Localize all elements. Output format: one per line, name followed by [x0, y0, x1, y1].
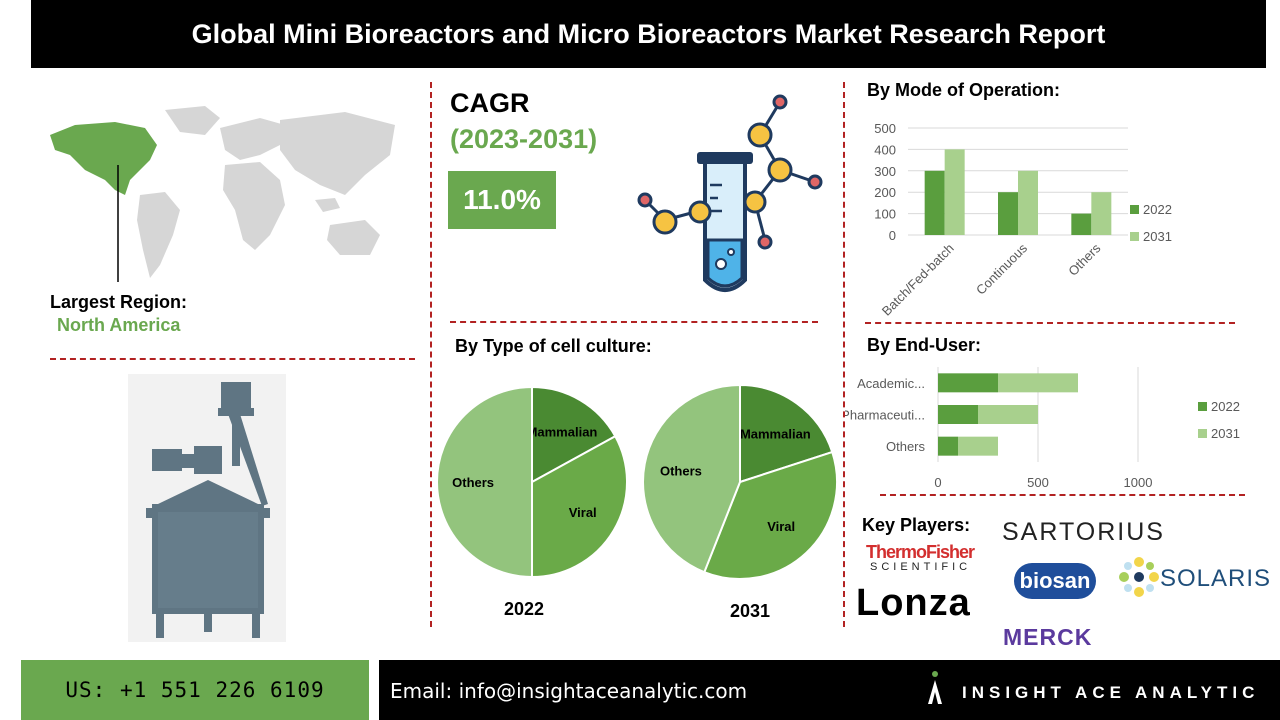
pie-label: Viral — [569, 505, 597, 520]
pie-slice — [531, 434, 628, 579]
pie-label: Mammalian — [527, 424, 598, 439]
bar-2022 — [924, 170, 945, 235]
x-tick-label: Others — [1065, 240, 1104, 279]
bar-2022 — [938, 373, 998, 393]
y-tick-label: Others — [886, 439, 926, 454]
cagr-period: (2023-2031) — [450, 124, 598, 154]
thermofisher-logo-sub: SCIENTIFIC — [870, 561, 972, 573]
cagr-value: 11.0% — [463, 184, 541, 215]
footer-phone[interactable]: US: +1 551 226 6109 — [65, 678, 325, 702]
key-players-title: Key Players: — [862, 515, 971, 535]
y-tick-label: 500 — [874, 121, 896, 136]
footer-phone-box: US: +1 551 226 6109 — [21, 660, 369, 720]
mode-of-operation-chart: 0 100 200 300 400 500 Batch/Fed-batch Continuou… — [874, 121, 1172, 319]
test-tube-molecule-icon — [637, 94, 823, 292]
x-tick-label: Continuous — [973, 240, 1030, 297]
divider — [880, 494, 1245, 496]
bar-2031 — [1018, 170, 1038, 235]
insightace-logo-icon — [928, 671, 942, 704]
world-map — [50, 106, 395, 282]
bar-2022 — [998, 192, 1018, 235]
merck-logo: MERCK — [1003, 624, 1093, 650]
bar-2031 — [958, 436, 998, 456]
largest-region-label: Largest Region: — [50, 292, 188, 312]
pie-slice — [436, 385, 533, 579]
pie-title: 2022 — [504, 599, 544, 619]
report-title: Global Mini Bioreactors and Micro Biorea… — [191, 18, 1106, 49]
footer-contact-bar — [379, 660, 1280, 720]
divider — [430, 82, 432, 627]
bioreactor-illustration — [128, 374, 286, 642]
bar-2031 — [998, 373, 1078, 393]
divider — [50, 358, 415, 360]
x-tick-label: 0 — [934, 475, 941, 490]
bar-2031 — [1091, 192, 1112, 235]
bar-2031 — [978, 405, 1038, 424]
cell-culture-title: By Type of cell culture: — [455, 336, 652, 356]
cagr-value-box: 11.0% — [448, 171, 556, 229]
y-tick-label: 0 — [889, 228, 896, 243]
largest-region-value: North America — [57, 315, 181, 335]
enduser-title: By End-User: — [867, 335, 982, 355]
legend-label: 2031 — [1143, 229, 1172, 244]
x-tick-label: 500 — [1027, 475, 1049, 490]
divider — [843, 82, 845, 627]
bar-2022 — [938, 436, 958, 456]
biosan-logo: biosan — [1014, 563, 1096, 599]
pie-slice — [739, 383, 834, 484]
bar-2031 — [944, 149, 965, 235]
pie-slice — [531, 385, 617, 484]
x-tick-label: Batch/Fed-batch — [879, 241, 957, 319]
solaris-mark-icon — [1119, 557, 1159, 597]
north-america-region — [50, 122, 157, 195]
legend-label: 2022 — [1211, 399, 1240, 414]
pie-slice — [702, 450, 838, 580]
y-tick-label: 400 — [874, 142, 896, 157]
y-tick-label: Pharmaceuti... — [845, 408, 925, 423]
legend-swatch — [1130, 205, 1139, 214]
footer-brand: INSIGHT ACE ANALYTIC — [962, 683, 1260, 702]
legend-label: 2022 — [1143, 202, 1172, 217]
pie-slice — [642, 383, 741, 574]
legend-label: 2031 — [1211, 426, 1240, 441]
legend-swatch — [1198, 429, 1207, 438]
mode-title: By Mode of Operation: — [867, 80, 1060, 100]
lonza-logo: Lonza — [856, 582, 971, 624]
y-tick-label: 200 — [874, 185, 896, 200]
y-tick-label: 100 — [874, 207, 896, 222]
pie-label: Mammalian — [740, 426, 811, 441]
solaris-logo: SOLARIS — [1160, 565, 1272, 592]
biosan-logo-text: biosan — [1019, 568, 1091, 593]
thermofisher-logo: ThermoFisher — [866, 542, 975, 562]
y-tick-label: Academic... — [857, 376, 925, 391]
pie-label: Others — [452, 475, 494, 490]
pie-label: Others — [660, 464, 702, 479]
end-user-chart: 0 500 1000 Academic... Pharmaceuti... Others 2… — [845, 367, 1240, 490]
y-tick-label: 300 — [874, 164, 896, 179]
report-header: Global Mini Bioreactors and Micro Biorea… — [31, 0, 1266, 68]
x-tick-label: 1000 — [1124, 475, 1153, 490]
sartorius-logo: SARTORIUS — [1002, 518, 1165, 546]
footer-email[interactable]: Email: info@insightaceanalytic.com — [390, 679, 748, 703]
divider — [865, 322, 1235, 324]
cell-culture-pies: Mammalian Viral Others 2022 Mammalian Viral Ot… — [436, 383, 838, 621]
bar-2022 — [1071, 213, 1092, 235]
pie-title: 2031 — [730, 601, 770, 621]
legend-swatch — [1130, 232, 1139, 241]
legend-swatch — [1198, 402, 1207, 411]
cagr-title: CAGR — [450, 88, 530, 118]
bar-2022 — [938, 405, 978, 424]
pie-label: Viral — [767, 519, 795, 534]
divider — [450, 321, 818, 323]
